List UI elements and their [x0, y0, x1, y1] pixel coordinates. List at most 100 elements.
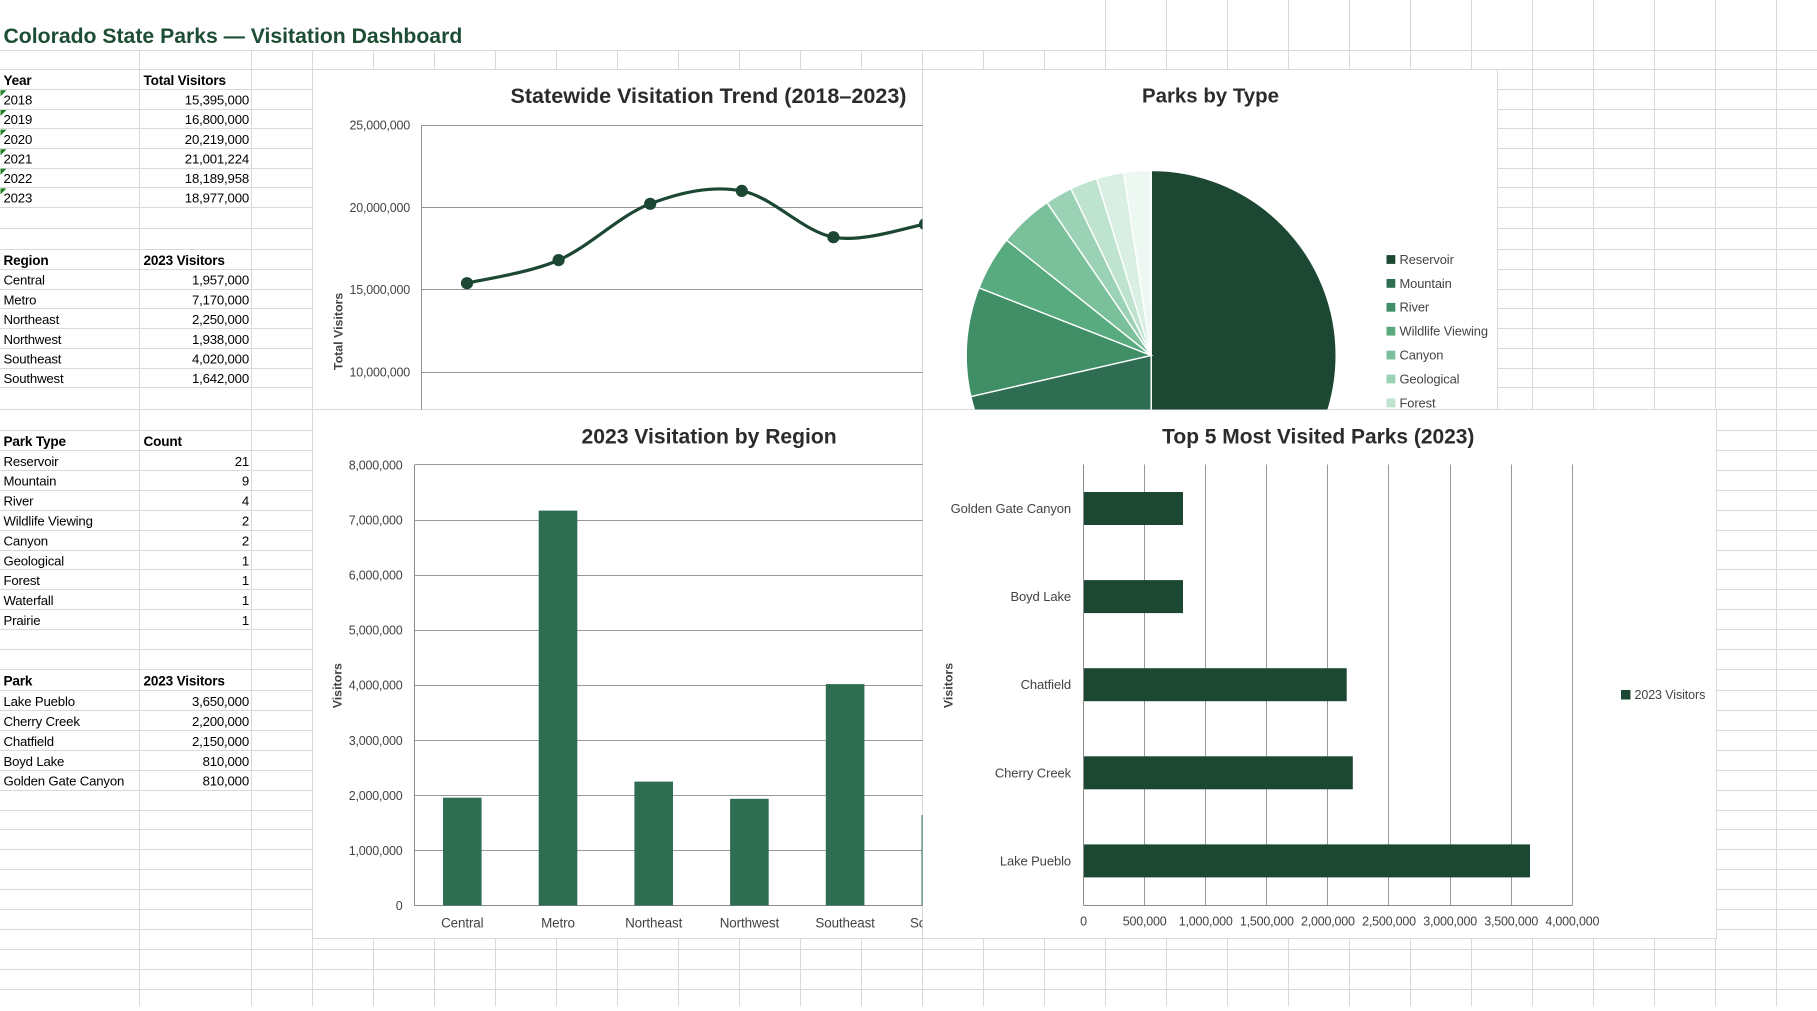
svg-text:Colorado State Parks — Visitat: Colorado State Parks — Visitation Dashbo…: [4, 25, 463, 48]
svg-text:2,500,000: 2,500,000: [1362, 915, 1416, 929]
svg-text:4,000,000: 4,000,000: [349, 679, 403, 693]
svg-text:Northeast: Northeast: [4, 312, 60, 327]
svg-text:Park: Park: [4, 674, 33, 689]
svg-text:20,000,000: 20,000,000: [349, 201, 410, 215]
svg-text:3,650,000: 3,650,000: [192, 694, 249, 709]
svg-text:16,800,000: 16,800,000: [185, 112, 249, 127]
svg-text:4,020,000: 4,020,000: [192, 352, 249, 367]
svg-text:2: 2: [242, 514, 249, 529]
svg-text:Mountain: Mountain: [1400, 276, 1452, 291]
svg-text:21,001,224: 21,001,224: [185, 151, 249, 166]
svg-text:Region: Region: [4, 253, 49, 268]
svg-text:0: 0: [396, 899, 403, 913]
svg-text:2: 2: [242, 533, 249, 548]
svg-text:20,219,000: 20,219,000: [185, 132, 249, 147]
svg-text:2019: 2019: [4, 112, 33, 127]
svg-text:Wildlife Viewing: Wildlife Viewing: [1400, 324, 1488, 339]
svg-text:Waterfall: Waterfall: [4, 593, 54, 608]
svg-text:2020: 2020: [4, 132, 33, 147]
svg-text:2023 Visitors: 2023 Visitors: [1635, 688, 1706, 702]
svg-text:Geological: Geological: [1400, 371, 1460, 386]
svg-text:Visitors: Visitors: [942, 663, 956, 708]
svg-text:Year: Year: [4, 73, 33, 88]
svg-text:Boyd Lake: Boyd Lake: [1010, 589, 1071, 604]
svg-text:1: 1: [242, 553, 249, 568]
svg-text:3,000,000: 3,000,000: [349, 734, 403, 748]
svg-text:Canyon: Canyon: [1400, 348, 1444, 363]
svg-text:Golden Gate Canyon: Golden Gate Canyon: [4, 774, 125, 789]
svg-text:25,000,000: 25,000,000: [349, 119, 410, 133]
svg-text:1,957,000: 1,957,000: [192, 273, 249, 288]
svg-text:1,500,000: 1,500,000: [1240, 915, 1294, 929]
svg-text:810,000: 810,000: [203, 754, 249, 769]
svg-text:2023 Visitors: 2023 Visitors: [144, 674, 225, 689]
svg-text:15,395,000: 15,395,000: [185, 93, 249, 108]
svg-text:Forest: Forest: [1400, 395, 1436, 410]
svg-text:1,000,000: 1,000,000: [1179, 915, 1233, 929]
svg-text:Prairie: Prairie: [4, 613, 41, 628]
svg-text:7,170,000: 7,170,000: [192, 292, 249, 307]
svg-text:21: 21: [235, 454, 249, 469]
svg-text:1,000,000: 1,000,000: [349, 844, 403, 858]
svg-text:Southwest: Southwest: [910, 916, 972, 931]
svg-text:0: 0: [1080, 915, 1087, 929]
svg-text:Top 5 Most Visited Parks (2023: Top 5 Most Visited Parks (2023): [1162, 426, 1474, 449]
svg-text:Forest: Forest: [4, 573, 41, 588]
svg-text:Boyd Lake: Boyd Lake: [4, 754, 65, 769]
svg-text:10,000,000: 10,000,000: [349, 366, 410, 380]
svg-text:Chatfield: Chatfield: [1021, 677, 1071, 692]
svg-text:1,938,000: 1,938,000: [192, 332, 249, 347]
svg-text:Northeast: Northeast: [625, 916, 683, 931]
svg-text:2023: 2023: [4, 191, 33, 206]
svg-text:Central: Central: [441, 916, 484, 931]
svg-text:Lake Pueblo: Lake Pueblo: [1000, 853, 1071, 868]
svg-text:Cherry Creek: Cherry Creek: [4, 714, 81, 729]
svg-text:8,000,000: 8,000,000: [349, 458, 403, 472]
svg-text:2021: 2021: [4, 151, 33, 166]
svg-text:Northwest: Northwest: [720, 916, 780, 931]
svg-text:Count: Count: [144, 434, 183, 449]
svg-text:Total Visitors: Total Visitors: [144, 73, 226, 88]
svg-text:18,189,958: 18,189,958: [185, 171, 249, 186]
svg-text:Parks by Type: Parks by Type: [1142, 85, 1279, 108]
svg-text:River: River: [1400, 300, 1430, 315]
svg-text:Metro: Metro: [541, 916, 575, 931]
svg-text:Southeast: Southeast: [815, 916, 875, 931]
svg-text:18,977,000: 18,977,000: [185, 191, 249, 206]
svg-text:Southwest: Southwest: [4, 371, 64, 386]
svg-text:2,000,000: 2,000,000: [1301, 915, 1355, 929]
svg-text:1: 1: [242, 613, 249, 628]
svg-text:1: 1: [242, 573, 249, 588]
svg-text:15,000,000: 15,000,000: [349, 283, 410, 297]
svg-text:Central: Central: [4, 273, 46, 288]
svg-text:Northwest: Northwest: [4, 332, 62, 347]
svg-text:3,500,000: 3,500,000: [1484, 915, 1538, 929]
svg-text:3,000,000: 3,000,000: [1423, 915, 1477, 929]
svg-text:2018: 2018: [4, 93, 33, 108]
svg-text:Chatfield: Chatfield: [4, 734, 54, 749]
svg-text:Canyon: Canyon: [4, 533, 48, 548]
svg-text:Visitors: Visitors: [331, 663, 345, 708]
svg-text:4,000,000: 4,000,000: [1545, 915, 1599, 929]
svg-text:Reservoir: Reservoir: [4, 454, 60, 469]
svg-text:7,000,000: 7,000,000: [349, 514, 403, 528]
svg-text:Lake Pueblo: Lake Pueblo: [4, 694, 75, 709]
svg-text:Cherry Creek: Cherry Creek: [995, 765, 1072, 780]
svg-text:Park Type: Park Type: [4, 434, 67, 449]
svg-text:Reservoir: Reservoir: [1400, 252, 1455, 267]
svg-text:1,642,000: 1,642,000: [192, 371, 249, 386]
svg-text:2023 Visitors: 2023 Visitors: [144, 253, 225, 268]
svg-text:6,000,000: 6,000,000: [349, 569, 403, 583]
svg-text:Total Visitors: Total Visitors: [332, 293, 346, 370]
svg-text:River: River: [4, 494, 35, 509]
svg-text:9: 9: [242, 474, 249, 489]
svg-text:810,000: 810,000: [203, 774, 249, 789]
svg-text:2,000,000: 2,000,000: [349, 789, 403, 803]
svg-text:2022: 2022: [4, 171, 33, 186]
svg-text:4: 4: [242, 494, 249, 509]
svg-text:2023 Visitation by Region: 2023 Visitation by Region: [582, 425, 837, 448]
svg-text:Metro: Metro: [4, 292, 37, 307]
svg-text:Mountain: Mountain: [4, 474, 57, 489]
svg-text:5,000,000: 5,000,000: [349, 624, 403, 638]
svg-text:Golden Gate Canyon: Golden Gate Canyon: [951, 501, 1071, 516]
